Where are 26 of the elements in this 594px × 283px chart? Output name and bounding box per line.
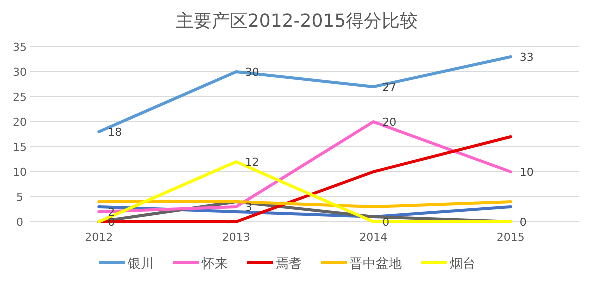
y-tick-label: 25 — [13, 91, 27, 104]
data-label: 10 — [520, 166, 534, 179]
data-label: 0 — [520, 216, 527, 229]
legend-label: 晋中盆地 — [350, 257, 402, 272]
y-tick-label: 10 — [13, 166, 27, 179]
legend-label: 怀来 — [201, 257, 228, 272]
y-tick-label: 20 — [13, 116, 27, 129]
data-label: 27 — [382, 81, 397, 94]
y-tick-label: 30 — [13, 66, 27, 79]
y-tick-label: 35 — [13, 41, 27, 54]
x-tick-label: 2012 — [85, 231, 114, 244]
data-label: 18 — [108, 126, 122, 139]
y-tick-label: 0 — [16, 216, 24, 229]
y-tick-label: 15 — [13, 141, 27, 154]
x-tick-label: 2014 — [360, 231, 388, 244]
x-tick-label: 2013 — [222, 231, 250, 244]
data-label: 33 — [520, 51, 534, 64]
y-tick-label: 5 — [16, 191, 24, 204]
data-label: 20 — [382, 116, 397, 129]
data-label: 12 — [245, 156, 260, 169]
data-label: 3 — [245, 201, 252, 214]
x-tick-label: 2015 — [496, 231, 525, 244]
legend-label: 银川 — [127, 257, 154, 272]
chart-title: 主要产区2012-2015得分比较 — [176, 11, 418, 32]
legend-label: 烟台 — [450, 257, 476, 272]
legend-label: 焉耆 — [276, 257, 302, 272]
